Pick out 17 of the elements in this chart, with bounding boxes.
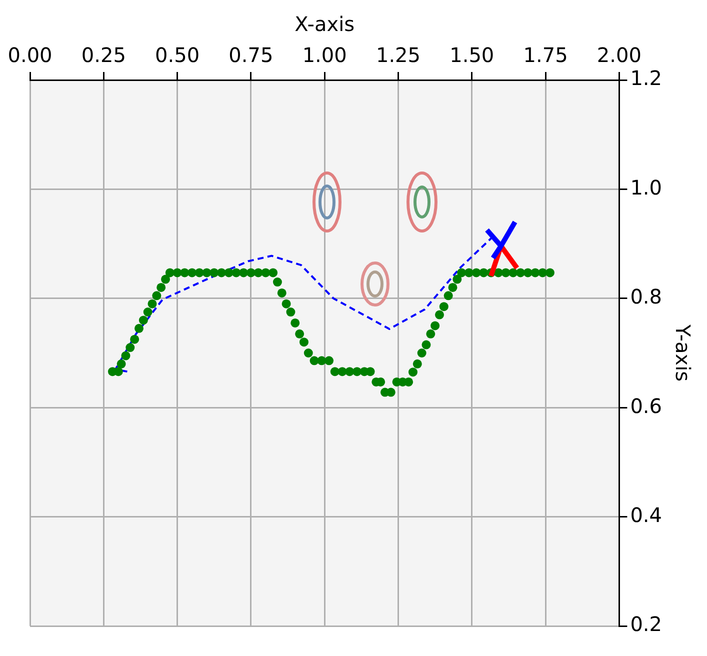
x-tick-label: 0.25	[81, 43, 126, 68]
x-tick-label: 1.00	[302, 43, 347, 68]
y-axis-title: Y-axis	[670, 323, 695, 382]
y-tick-label: 1.2	[630, 66, 662, 90]
x-tick-label: 2.00	[596, 43, 642, 68]
y-tick-label: 0.6	[630, 394, 662, 418]
y-tick-label: 1.0	[630, 175, 662, 200]
x-axis-title: X-axis	[294, 12, 355, 36]
x-tick-label: 1.25	[376, 43, 421, 68]
x-tick-label: 1.75	[523, 43, 568, 68]
x-tick-label: 0.50	[155, 43, 200, 68]
x-tick-label: 1.50	[450, 43, 494, 68]
y-tick-label: 0.4	[630, 503, 662, 528]
x-tick-label: 0.75	[228, 43, 274, 68]
y-tick-label: 0.2	[630, 612, 662, 636]
y-tick-label: 0.8	[630, 284, 662, 309]
x-tick-label: 0.00	[8, 43, 52, 68]
